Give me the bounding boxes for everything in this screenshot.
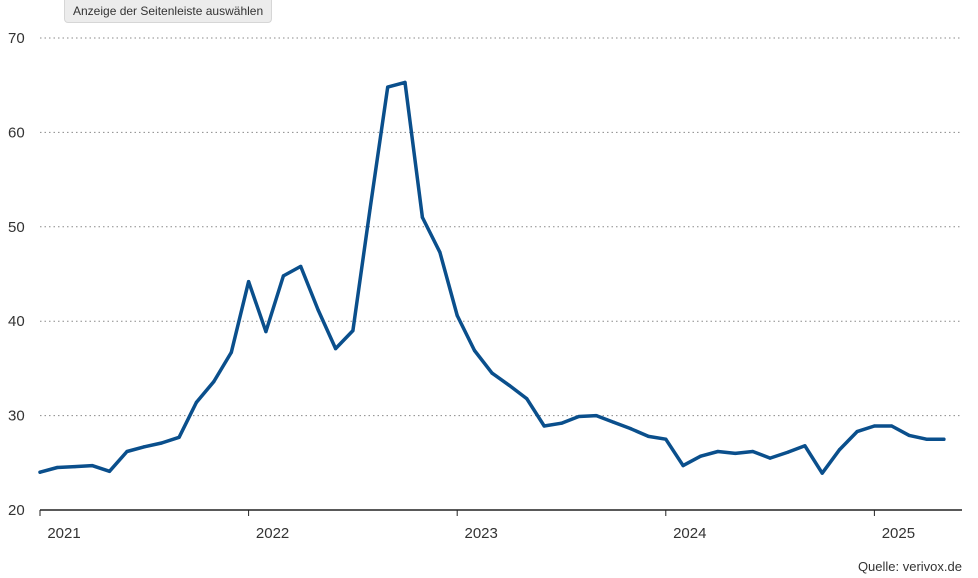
data-point (699, 454, 703, 458)
data-point (855, 430, 859, 434)
y-axis-ticks: 20 30 40 50 60 70 (8, 30, 25, 519)
data-point (386, 85, 390, 89)
data-point (229, 350, 233, 354)
data-point (212, 380, 216, 384)
data-point (472, 348, 477, 353)
data-point (351, 329, 355, 333)
data-point (455, 313, 459, 318)
data-point (733, 451, 737, 455)
data-point (907, 433, 911, 438)
source-label: Quelle: verivox.de (858, 559, 962, 574)
data-point (507, 383, 511, 387)
data-point (664, 437, 668, 441)
data-point (924, 437, 929, 441)
data-point (55, 465, 59, 470)
data-point (716, 449, 720, 454)
x-axis-ticks: 2021 2022 2023 2024 2025 (39, 510, 915, 542)
data-point (577, 414, 581, 419)
grid-lines (40, 37, 962, 417)
data-point (142, 445, 146, 449)
data-point (837, 447, 842, 452)
data-point (872, 424, 876, 428)
data-point (646, 434, 651, 438)
data-point (420, 215, 424, 219)
y-tick-label: 30 (8, 408, 25, 425)
data-point (785, 450, 790, 455)
data-point (246, 279, 251, 284)
data-point (160, 441, 164, 445)
data-point (542, 424, 546, 428)
data-point (942, 437, 946, 441)
data-point (594, 414, 598, 418)
data-point (768, 456, 772, 460)
data-point (177, 435, 181, 439)
data-point (316, 308, 320, 312)
data-point (629, 427, 633, 431)
x-tick-label: 2024 (673, 525, 706, 542)
y-tick-label: 60 (8, 124, 25, 141)
series-line (38, 80, 946, 475)
data-point (90, 464, 94, 468)
data-point (681, 464, 685, 468)
data-point (299, 264, 303, 269)
data-point (38, 470, 42, 474)
data-points (38, 80, 946, 475)
data-point (107, 469, 112, 473)
data-point (281, 274, 286, 278)
x-tick-label: 2023 (465, 525, 498, 542)
data-point (612, 420, 616, 424)
x-tick-label: 2022 (256, 525, 289, 542)
data-point (490, 371, 494, 375)
data-point (125, 449, 129, 454)
sidebar-display-tooltip[interactable]: Anzeige der Seitenleiste auswählen (64, 0, 273, 23)
data-point (194, 400, 199, 404)
data-point (333, 346, 338, 351)
data-point (368, 206, 372, 210)
data-point (751, 449, 755, 454)
data-point (264, 329, 268, 334)
data-point (438, 250, 442, 254)
y-tick-label: 40 (8, 313, 25, 330)
data-point (559, 421, 564, 425)
y-tick-label: 20 (8, 502, 25, 519)
data-point (890, 424, 894, 428)
y-tick-label: 70 (8, 30, 25, 47)
data-point (820, 471, 824, 475)
data-point (403, 80, 407, 84)
y-tick-label: 50 (8, 219, 25, 236)
x-tick-label: 2025 (882, 525, 915, 542)
data-point (73, 464, 77, 469)
x-tick-label: 2021 (47, 525, 80, 542)
data-point (525, 397, 529, 401)
data-point (803, 444, 807, 448)
